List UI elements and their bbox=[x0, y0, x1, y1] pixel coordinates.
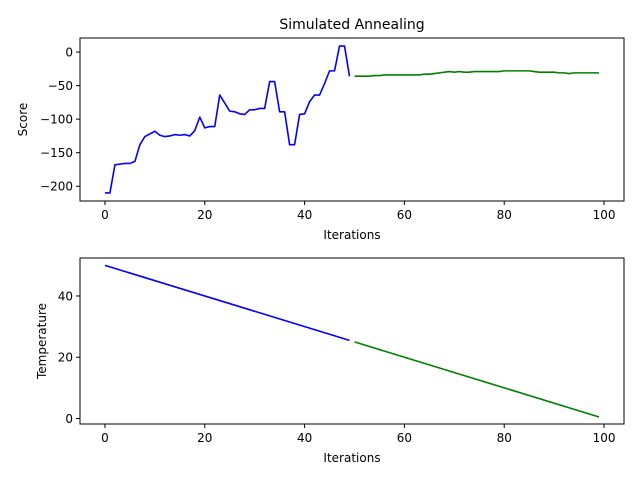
score-y-tick-label: −50 bbox=[48, 79, 73, 93]
temperature-plot: 0 20 40 60 80 100 0 20 40 Iterations Temperature bbox=[35, 257, 625, 465]
score-axis-ticks: 0 20 40 60 80 100 −200 −150 −100 −50 0 bbox=[40, 46, 615, 222]
temperature-x-tick-label: 80 bbox=[497, 431, 512, 445]
score-y-tick-label: −200 bbox=[40, 180, 73, 194]
score-x-tick-label: 0 bbox=[101, 208, 109, 222]
score-y-tick-label: −150 bbox=[40, 146, 73, 160]
score-series-line-2 bbox=[354, 70, 600, 78]
score-x-tick-label: 100 bbox=[593, 208, 616, 222]
temperature-axes-frame bbox=[79, 257, 625, 425]
temperature-series-group bbox=[104, 264, 600, 418]
score-x-tick-label: 80 bbox=[497, 208, 512, 222]
temperature-y-tick-label: 20 bbox=[58, 351, 73, 365]
temperature-series-line-2 bbox=[354, 341, 600, 418]
score-axes-frame bbox=[79, 37, 625, 202]
score-x-tick-label: 60 bbox=[397, 208, 412, 222]
score-x-tick-label: 40 bbox=[297, 208, 312, 222]
score-y-tick-label: −100 bbox=[40, 113, 73, 127]
temperature-x-tick-label: 20 bbox=[197, 431, 212, 445]
score-y-tick-label: 0 bbox=[65, 46, 73, 60]
temperature-x-tick-label: 100 bbox=[593, 431, 616, 445]
score-plot: Simulated Annealing 0 20 40 60 80 100 −200 −150… bbox=[16, 17, 625, 242]
score-series-group bbox=[104, 45, 600, 194]
temperature-x-tick-label: 40 bbox=[297, 431, 312, 445]
temperature-x-tick-label: 0 bbox=[101, 431, 109, 445]
score-series-line-1 bbox=[104, 45, 351, 194]
temperature-y-tick-label: 40 bbox=[58, 289, 73, 303]
score-y-axis-label: Score bbox=[16, 103, 30, 137]
temperature-y-tick-label: 0 bbox=[65, 412, 73, 426]
chart-title: Simulated Annealing bbox=[279, 17, 424, 33]
temperature-x-tick-label: 60 bbox=[397, 431, 412, 445]
temperature-series-line-1 bbox=[104, 264, 350, 342]
temperature-x-axis-label: Iterations bbox=[323, 451, 380, 465]
score-x-axis-label: Iterations bbox=[323, 228, 380, 242]
temperature-y-axis-label: Temperature bbox=[35, 303, 49, 380]
score-x-tick-label: 20 bbox=[197, 208, 212, 222]
temperature-axis-ticks: 0 20 40 60 80 100 0 20 40 bbox=[58, 289, 616, 445]
